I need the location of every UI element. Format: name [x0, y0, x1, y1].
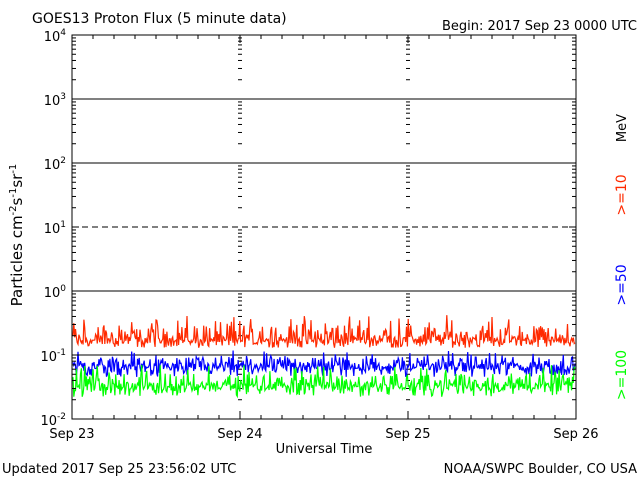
y-tick-base: 10	[44, 222, 61, 237]
y-tick-label-1: 103	[44, 92, 66, 109]
updated-label: Updated 2017 Sep 25 23:56:02 UTC	[2, 462, 236, 477]
legend-unit: MeV	[615, 114, 630, 142]
y-tick-base: 10	[44, 30, 61, 45]
series-line-0	[72, 315, 576, 348]
y-tick-base: 10	[44, 158, 61, 173]
y-tick-label-5: 10-1	[40, 348, 66, 365]
source-label: NOAA/SWPC Boulder, CO USA	[444, 462, 637, 477]
y-axis-label-exp-3: -1	[8, 164, 19, 174]
y-tick-base: 10	[44, 286, 61, 301]
threshold-lines	[72, 98, 576, 356]
y-tick-base: 10	[40, 414, 57, 429]
y-axis-label-main: Particles cm	[8, 215, 26, 306]
y-tick-exp: 1	[60, 220, 66, 230]
y-axis-label-exp-1: -2	[8, 205, 19, 215]
y-tick-exp: 0	[60, 284, 66, 294]
day-minor-ticks	[238, 37, 410, 401]
legend-entry-0: >=10	[614, 174, 630, 215]
y-axis-label-sr: sr	[8, 173, 26, 188]
x-axis: Sep 23 Sep 24 Sep 25 Sep 26	[49, 35, 599, 442]
y-axis-label: Particles cm-2s-1sr-1	[8, 164, 26, 307]
chart-title: GOES13 Proton Flux (5 minute data)	[32, 11, 287, 27]
y-tick-label-4: 100	[44, 284, 67, 301]
x-tick-label-2: Sep 25	[385, 427, 430, 442]
legend: MeV >=10 >=50 >=100	[614, 114, 630, 400]
y-tick-base: 10	[40, 350, 57, 365]
legend-entry-2: >=100	[614, 350, 630, 400]
y-tick-exp: -1	[57, 348, 66, 358]
x-tick-label-0: Sep 23	[49, 427, 94, 442]
y-tick-exp: -2	[57, 412, 66, 422]
x-axis-label: Universal Time	[276, 442, 373, 457]
y-tick-label-0: 104	[44, 28, 67, 45]
y-tick-label-2: 102	[44, 156, 66, 173]
y-tick-exp: 2	[60, 156, 66, 166]
y-tick-label-3: 101	[44, 220, 66, 237]
y-tick-exp: 3	[60, 92, 66, 102]
legend-entry-1: >=50	[614, 264, 630, 305]
series-layer	[72, 315, 576, 399]
y-tick-base: 10	[44, 94, 61, 109]
series-line-2	[72, 364, 576, 399]
y-axis-label-s: s	[8, 197, 26, 205]
y-axis-label-exp-2: -1	[8, 188, 19, 198]
series-line-1	[72, 350, 576, 378]
begin-label: Begin: 2017 Sep 23 0000 UTC	[442, 19, 637, 34]
y-tick-label-6: 10-2	[40, 412, 66, 429]
y-tick-exp: 4	[60, 28, 66, 38]
x-tick-label-1: Sep 24	[217, 427, 262, 442]
x-tick-label-3: Sep 26	[553, 427, 598, 442]
